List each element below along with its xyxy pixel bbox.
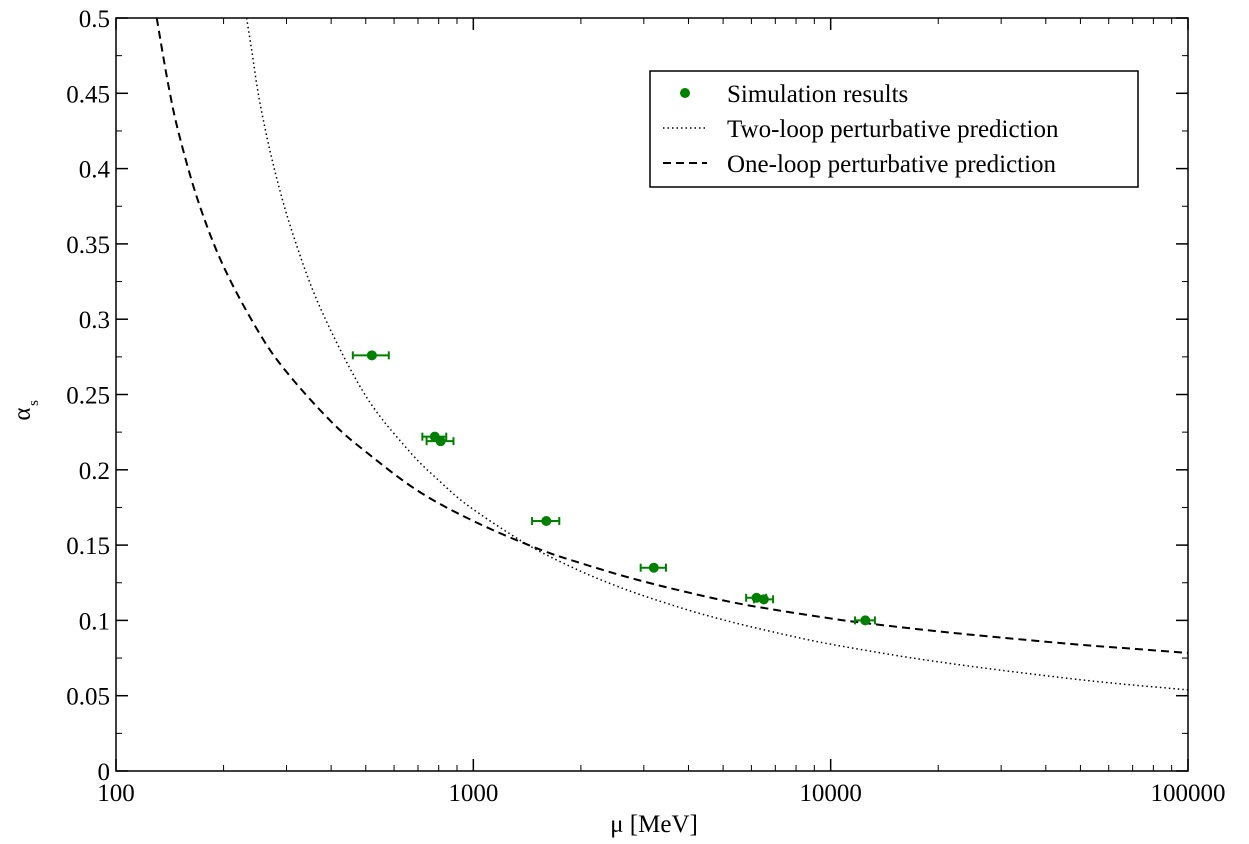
data-point — [531, 516, 561, 527]
legend: Simulation results Two-loop perturbative … — [649, 70, 1139, 188]
point-marker — [648, 562, 659, 573]
point-marker — [758, 594, 769, 605]
data-point — [425, 436, 455, 447]
y-tick-label: 0.25 — [66, 383, 110, 410]
legend-label: Two-loop perturbative prediction — [727, 116, 1059, 143]
x-tick-label: 1000 — [448, 780, 498, 807]
y-tick-label: 0.15 — [66, 533, 110, 560]
x-tick-label: 100 — [97, 780, 135, 807]
x-axis-label: μ [MeV] — [610, 811, 698, 838]
y-tick-label: 0.35 — [66, 232, 110, 259]
y-tick-label: 0.1 — [79, 608, 110, 635]
y-tick-label: 0 — [98, 759, 111, 786]
legend-label: Simulation results — [727, 81, 908, 108]
y-tick-label: 0.3 — [79, 307, 110, 334]
x-tick-label: 100000 — [1151, 780, 1226, 807]
one-loop-curve — [155, 17, 1189, 654]
data-point — [351, 350, 390, 361]
data-point — [854, 615, 876, 626]
legend-marker-simulation — [680, 88, 690, 98]
axis-ticks — [115, 17, 1189, 772]
legend-label: One-loop perturbative prediction — [727, 151, 1057, 178]
point-marker — [541, 516, 552, 527]
y-tick-label: 0.4 — [79, 157, 111, 184]
y-tick-label: 0.05 — [66, 684, 110, 711]
x-tick-label: 10000 — [799, 780, 862, 807]
data-point — [752, 594, 775, 605]
data-point — [639, 562, 667, 573]
y-tick-label: 0.45 — [66, 81, 110, 108]
legend-box — [649, 70, 1139, 188]
y-axis-label-sub: s — [26, 400, 42, 406]
point-marker — [435, 436, 446, 447]
y-axis-label-main: α — [9, 407, 36, 420]
y-tick-label: 0.2 — [79, 458, 110, 485]
y-tick-label: 0.5 — [79, 6, 110, 33]
curves — [155, 17, 1189, 691]
point-marker — [860, 615, 871, 626]
y-axis-label: α s — [9, 400, 42, 421]
data-points — [351, 350, 876, 626]
point-marker — [366, 350, 377, 361]
tick-labels: 100 1000 10000 100000 0 0.05 0.1 0.15 0.2 0.25 0.3… — [66, 6, 1225, 807]
